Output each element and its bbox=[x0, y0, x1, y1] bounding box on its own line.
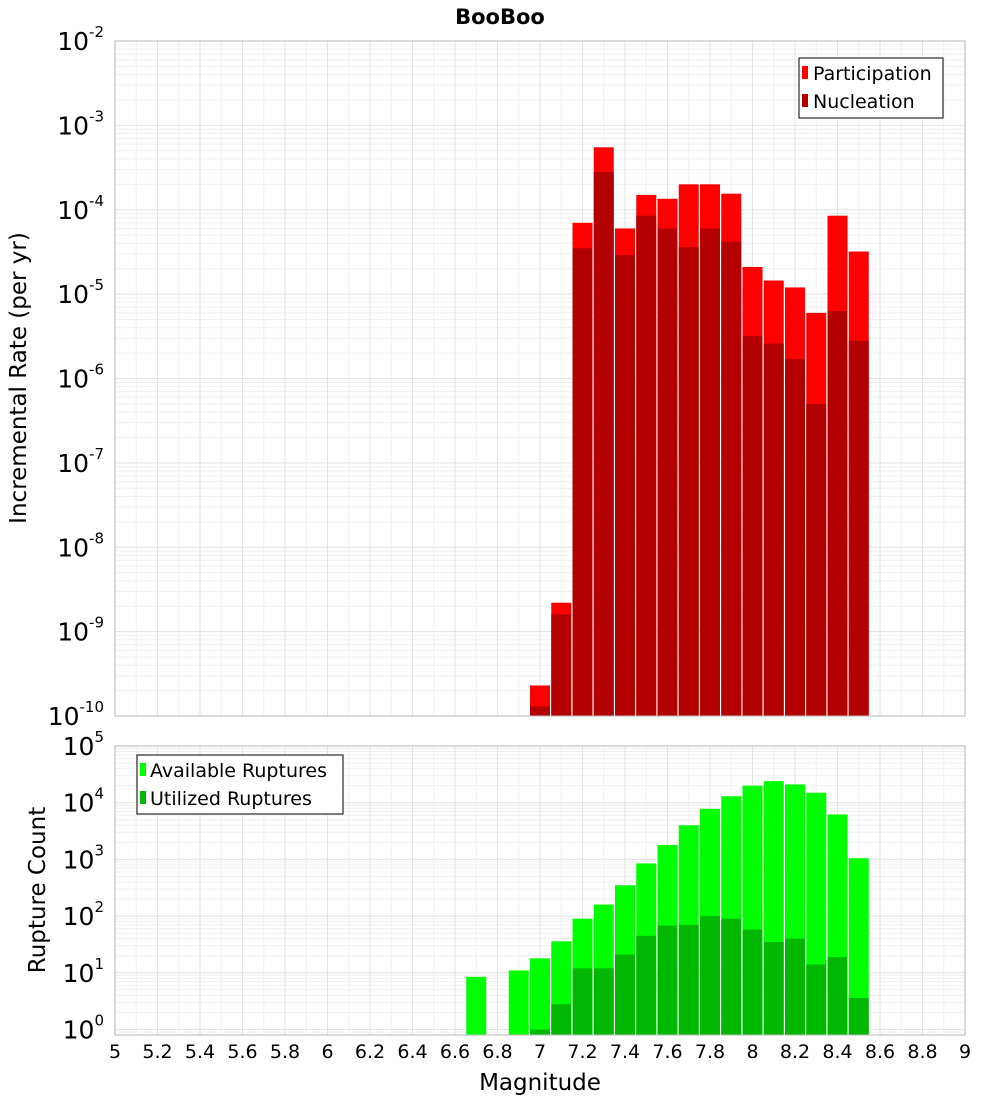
top-y-ticks: 10-10 10-9 10-8 10-7 10-6 10-5 10-4 10-3 10-2 bbox=[48, 23, 104, 731]
bar-nucleation bbox=[721, 241, 742, 717]
bar-nucleation bbox=[530, 706, 550, 716]
y-tick-label: 103 bbox=[63, 841, 104, 874]
bar-utilized bbox=[636, 935, 657, 1035]
x-tick-label: 6.2 bbox=[355, 1041, 385, 1063]
bar-utilized bbox=[657, 925, 678, 1035]
y-tick-label: 10-9 bbox=[57, 614, 104, 647]
x-tick-label: 7.2 bbox=[567, 1041, 597, 1063]
bar-utilized bbox=[848, 997, 869, 1035]
legend-label-utilized: Utilized Ruptures bbox=[150, 788, 312, 810]
bar-available bbox=[466, 976, 487, 1035]
bar-nucleation bbox=[636, 215, 657, 717]
x-tick-label: 8.2 bbox=[780, 1041, 810, 1063]
x-tick-label: 7.8 bbox=[695, 1041, 725, 1063]
y-tick-label: 100 bbox=[63, 1012, 104, 1045]
legend-swatch-nucleation bbox=[802, 94, 808, 107]
bar-nucleation bbox=[806, 403, 827, 716]
bar-available bbox=[508, 970, 529, 1035]
top-plot-frame bbox=[114, 40, 966, 717]
x-tick-label: 6.6 bbox=[440, 1041, 470, 1063]
legend-label-nucleation: Nucleation bbox=[813, 91, 915, 113]
x-tick-label: 8.4 bbox=[822, 1041, 852, 1063]
y-tick-label: 105 bbox=[63, 728, 104, 761]
participation-nucleation-panel: 10-10 10-9 10-8 10-7 10-6 10-5 10-4 10-3 10-2 In… bbox=[6, 23, 966, 731]
top-bars bbox=[530, 147, 869, 717]
bar-nucleation bbox=[678, 247, 699, 716]
x-tick-label: 5.8 bbox=[270, 1041, 300, 1063]
bar-utilized bbox=[742, 929, 763, 1035]
bottom-bars bbox=[466, 781, 869, 1035]
y-tick-label: 10-2 bbox=[57, 23, 104, 56]
bar-utilized bbox=[615, 954, 635, 1035]
y-tick-label: 10-4 bbox=[57, 192, 104, 225]
legend-label-available: Available Ruptures bbox=[150, 760, 327, 782]
x-tick-label: 8 bbox=[746, 1041, 758, 1063]
x-ticks: 5 5.2 5.4 5.6 5.8 6 6.2 6.4 6.6 6.8 7 7.2 7.4 7.6 7.8 8… bbox=[109, 1041, 971, 1063]
x-tick-label: 8.6 bbox=[865, 1041, 895, 1063]
x-tick-label: 7.4 bbox=[610, 1041, 640, 1063]
bar-utilized bbox=[785, 938, 805, 1035]
x-tick-label: 6.4 bbox=[397, 1041, 427, 1063]
x-tick-label: 7 bbox=[534, 1041, 546, 1063]
bar-available bbox=[848, 858, 869, 1035]
bar-utilized bbox=[700, 916, 720, 1035]
bar-nucleation bbox=[572, 248, 593, 717]
bar-utilized bbox=[763, 941, 784, 1035]
legend-swatch-participation bbox=[802, 66, 808, 79]
top-legend: Participation Nucleation bbox=[798, 57, 944, 119]
bottom-y-axis-title: Rupture Count bbox=[25, 807, 51, 973]
bar-utilized bbox=[678, 924, 699, 1035]
y-tick-label: 102 bbox=[63, 898, 104, 931]
y-tick-label: 10-8 bbox=[57, 529, 104, 562]
rupture-count-panel: 100 101 102 103 104 105 5 5.2 5.4 5.6 5.8 6 6.2 6.4 6… bbox=[25, 728, 971, 1096]
bar-utilized bbox=[827, 956, 848, 1035]
x-tick-label: 6 bbox=[321, 1041, 333, 1063]
bar-nucleation bbox=[848, 340, 869, 716]
x-tick-label: 5.6 bbox=[227, 1041, 257, 1063]
bar-nucleation bbox=[593, 172, 614, 716]
x-axis-title: Magnitude bbox=[479, 1070, 601, 1096]
bar-available bbox=[530, 958, 550, 1035]
bar-nucleation bbox=[551, 614, 572, 716]
y-tick-label: 10-3 bbox=[57, 107, 104, 140]
chart-title: BooBoo bbox=[455, 5, 545, 29]
bar-nucleation bbox=[785, 359, 805, 716]
bottom-legend: Available Ruptures Utilized Ruptures bbox=[136, 754, 344, 815]
bar-nucleation bbox=[700, 228, 720, 716]
x-tick-label: 9 bbox=[959, 1041, 971, 1063]
bar-nucleation bbox=[742, 335, 763, 716]
bar-utilized bbox=[806, 964, 827, 1035]
bar-utilized bbox=[572, 968, 593, 1035]
y-tick-label: 10-10 bbox=[48, 698, 104, 731]
x-tick-label: 5.4 bbox=[185, 1041, 215, 1063]
y-tick-label: 10-5 bbox=[57, 276, 104, 309]
top-y-axis-title: Incremental Rate (per yr) bbox=[6, 232, 32, 524]
x-tick-label: 5 bbox=[109, 1041, 121, 1063]
y-tick-label: 104 bbox=[63, 785, 104, 818]
legend-swatch-utilized bbox=[140, 791, 146, 804]
bar-nucleation bbox=[657, 228, 678, 716]
bottom-legend-box bbox=[136, 754, 344, 815]
bar-nucleation bbox=[615, 255, 635, 716]
bar-utilized bbox=[551, 1004, 572, 1035]
legend-swatch-available bbox=[140, 763, 146, 776]
x-tick-label: 8.8 bbox=[907, 1041, 937, 1063]
y-tick-label: 101 bbox=[63, 955, 104, 988]
bar-utilized bbox=[721, 918, 742, 1035]
legend-label-participation: Participation bbox=[813, 63, 932, 85]
bar-nucleation bbox=[763, 343, 784, 716]
y-tick-label: 10-6 bbox=[57, 361, 104, 394]
x-tick-label: 7.6 bbox=[652, 1041, 682, 1063]
bar-utilized bbox=[593, 968, 614, 1035]
bottom-plot-frame bbox=[114, 745, 966, 1036]
x-tick-label: 6.8 bbox=[482, 1041, 512, 1063]
bar-utilized bbox=[530, 1029, 550, 1035]
bar-nucleation bbox=[827, 311, 848, 716]
x-tick-label: 5.2 bbox=[142, 1041, 172, 1063]
bottom-y-ticks: 100 101 102 103 104 105 bbox=[63, 728, 104, 1045]
y-tick-label: 10-7 bbox=[57, 445, 104, 478]
top-legend-box bbox=[798, 57, 944, 119]
